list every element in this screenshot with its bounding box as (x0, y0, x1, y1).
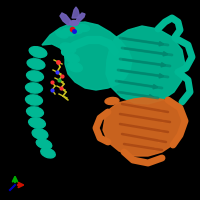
Ellipse shape (29, 118, 45, 128)
Ellipse shape (65, 53, 79, 63)
Polygon shape (72, 7, 80, 18)
Ellipse shape (27, 59, 45, 69)
Ellipse shape (27, 71, 43, 81)
Ellipse shape (32, 129, 48, 139)
Ellipse shape (77, 24, 89, 32)
Ellipse shape (41, 148, 55, 158)
Polygon shape (103, 97, 184, 156)
Ellipse shape (29, 47, 47, 57)
Ellipse shape (70, 21, 78, 25)
Ellipse shape (60, 43, 76, 53)
Polygon shape (60, 13, 72, 25)
Ellipse shape (27, 107, 43, 117)
Ellipse shape (63, 28, 75, 36)
Ellipse shape (26, 83, 42, 93)
Polygon shape (76, 13, 85, 25)
Ellipse shape (36, 139, 52, 149)
Ellipse shape (68, 62, 82, 72)
Ellipse shape (26, 95, 42, 105)
Polygon shape (106, 26, 185, 104)
Polygon shape (42, 22, 132, 90)
Ellipse shape (105, 97, 119, 105)
Ellipse shape (56, 30, 68, 38)
Ellipse shape (70, 26, 82, 34)
